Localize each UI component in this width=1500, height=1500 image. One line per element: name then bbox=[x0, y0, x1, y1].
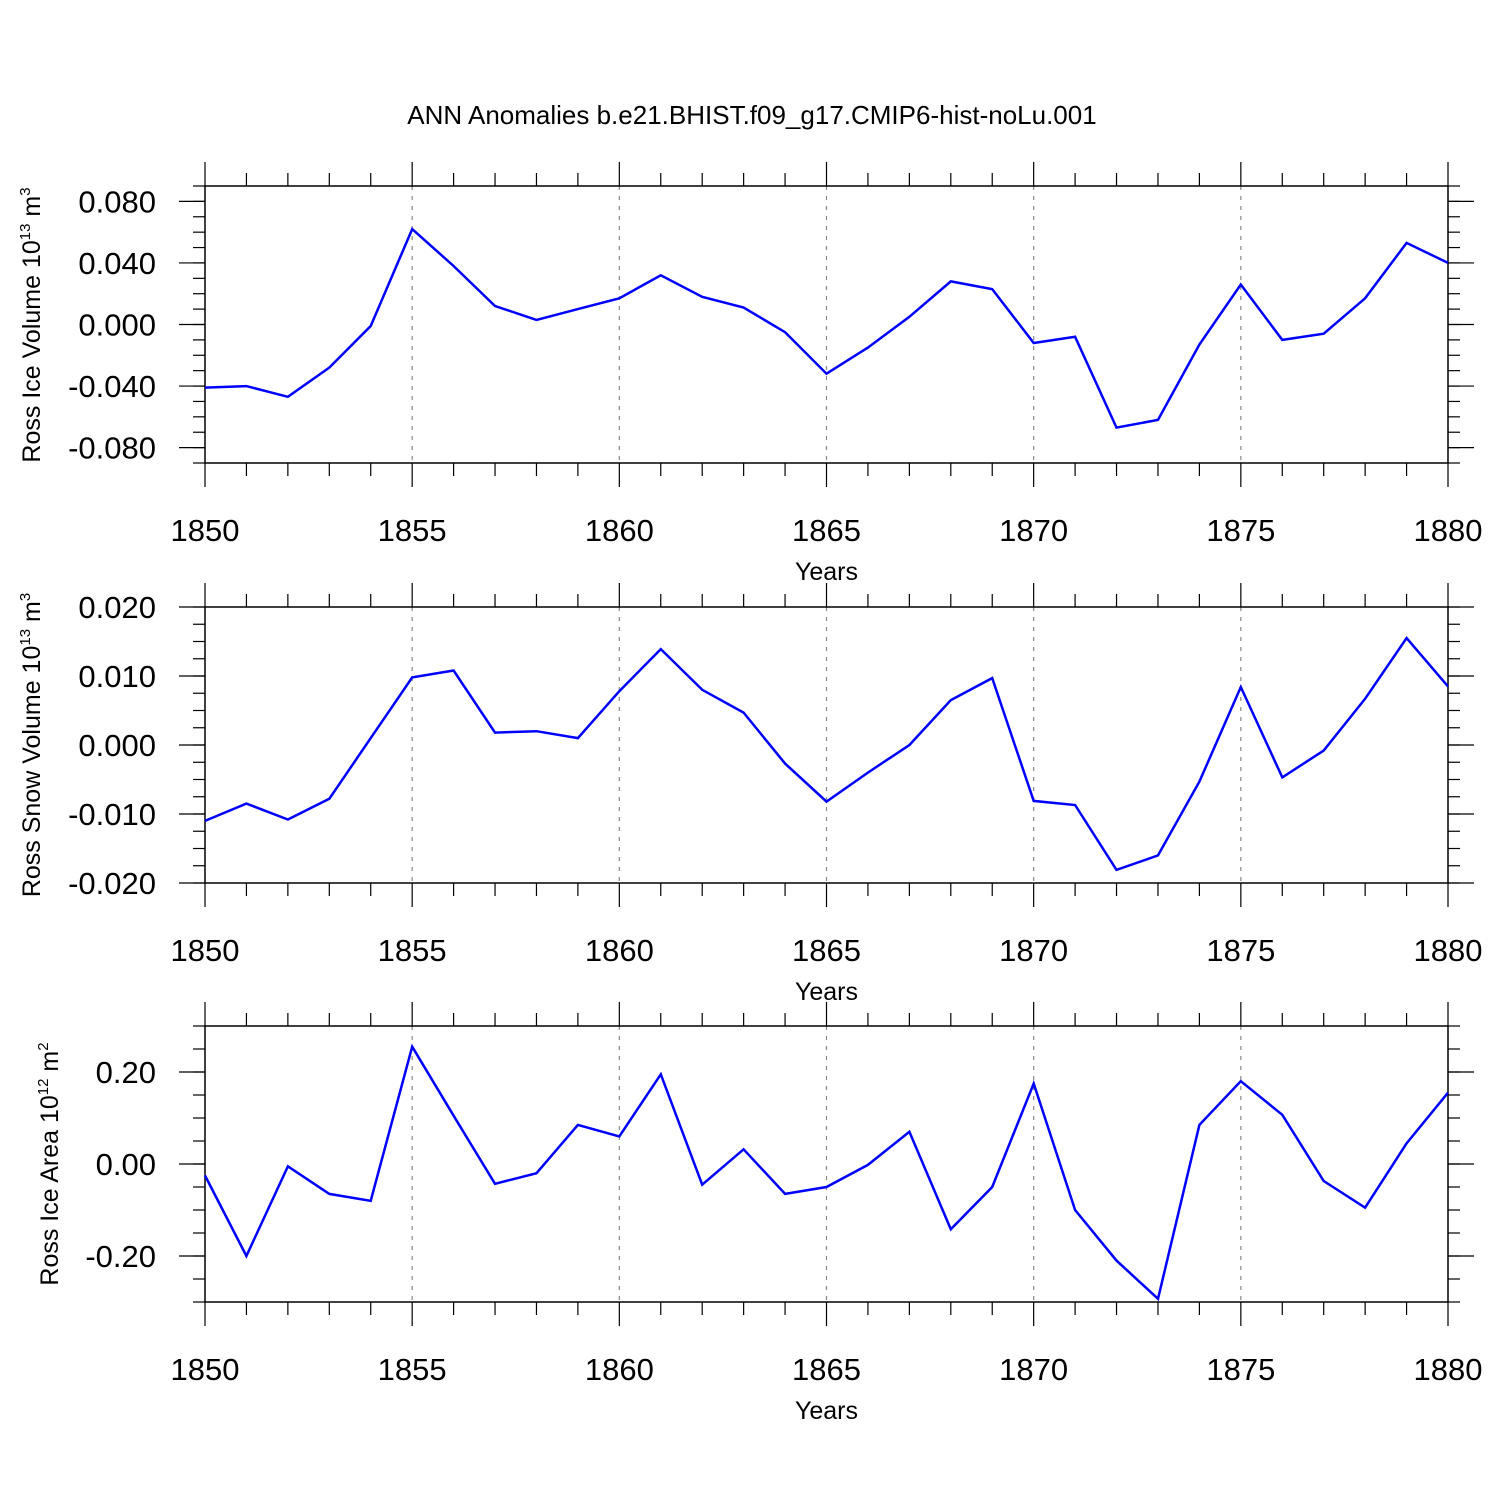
series-line bbox=[204, 635, 1449, 872]
x-tick-label: 1855 bbox=[378, 933, 447, 968]
y-axis-label: Ross Ice Area 1012 m2 bbox=[35, 1042, 64, 1285]
y-tick-label: -0.080 bbox=[68, 431, 156, 466]
y-tick-label: 0.20 bbox=[96, 1055, 156, 1090]
x-tick-label: 1850 bbox=[171, 513, 240, 548]
x-tick-label: 1865 bbox=[792, 1352, 861, 1387]
x-tick-label: 1865 bbox=[792, 933, 861, 968]
x-tick-label: 1870 bbox=[999, 933, 1068, 968]
y-tick-label: -0.010 bbox=[68, 797, 156, 832]
x-axis-label: Years bbox=[795, 978, 858, 1006]
panel-ross-snow-volume: -0.020 -0.010 0.000 0.010 0.020 1850 1855 1860 1… bbox=[17, 583, 1482, 1006]
y-tick-label: 0.000 bbox=[78, 308, 156, 343]
x-tick-label: 1870 bbox=[999, 1352, 1068, 1387]
x-tick-label: 1855 bbox=[378, 513, 447, 548]
figure-title: ANN Anomalies b.e21.BHIST.f09_g17.CMIP6-… bbox=[407, 100, 1096, 130]
x-tick-label: 1875 bbox=[1206, 513, 1275, 548]
y-axis-label: Ross Snow Volume 1013 m3 bbox=[17, 593, 46, 897]
y-tick-label: 0.00 bbox=[96, 1147, 156, 1182]
series-line bbox=[203, 1043, 1449, 1302]
series-line bbox=[204, 227, 1449, 430]
y-tick-label: 0.080 bbox=[78, 184, 156, 219]
x-tick-label: 1850 bbox=[171, 933, 240, 968]
x-tick-label: 1880 bbox=[1414, 1352, 1483, 1387]
y-tick-label: -0.20 bbox=[85, 1239, 156, 1274]
x-axis-label: Years bbox=[795, 558, 858, 586]
x-tick-label: 1875 bbox=[1206, 933, 1275, 968]
y-axis-label: Ross Ice Volume 1013 m3 bbox=[17, 187, 46, 462]
x-tick-label: 1855 bbox=[378, 1352, 447, 1387]
y-tick-label: -0.040 bbox=[68, 369, 156, 404]
panel-ross-ice-volume: -0.080 -0.040 0.000 0.040 0.080 1850 1855 1860 1… bbox=[17, 162, 1482, 586]
y-tick-label: -0.020 bbox=[68, 866, 156, 901]
y-tick-label: 0.010 bbox=[78, 659, 156, 694]
y-tick-label: 0.040 bbox=[78, 246, 156, 281]
y-tick-label: 0.000 bbox=[78, 728, 156, 763]
x-tick-label: 1875 bbox=[1206, 1352, 1275, 1387]
x-tick-label: 1870 bbox=[999, 513, 1068, 548]
x-axis-label: Years bbox=[795, 1397, 858, 1425]
x-tick-label: 1865 bbox=[792, 513, 861, 548]
x-tick-label: 1860 bbox=[585, 1352, 654, 1387]
x-tick-label: 1880 bbox=[1414, 513, 1483, 548]
panel-ross-ice-area: -0.20 0.00 0.20 1850 1855 1860 1865 1870 1875 188… bbox=[35, 1002, 1482, 1425]
y-tick-label: 0.020 bbox=[78, 590, 156, 625]
x-tick-label: 1880 bbox=[1414, 933, 1483, 968]
x-tick-label: 1860 bbox=[585, 933, 654, 968]
x-tick-label: 1860 bbox=[585, 513, 654, 548]
x-tick-label: 1850 bbox=[171, 1352, 240, 1387]
